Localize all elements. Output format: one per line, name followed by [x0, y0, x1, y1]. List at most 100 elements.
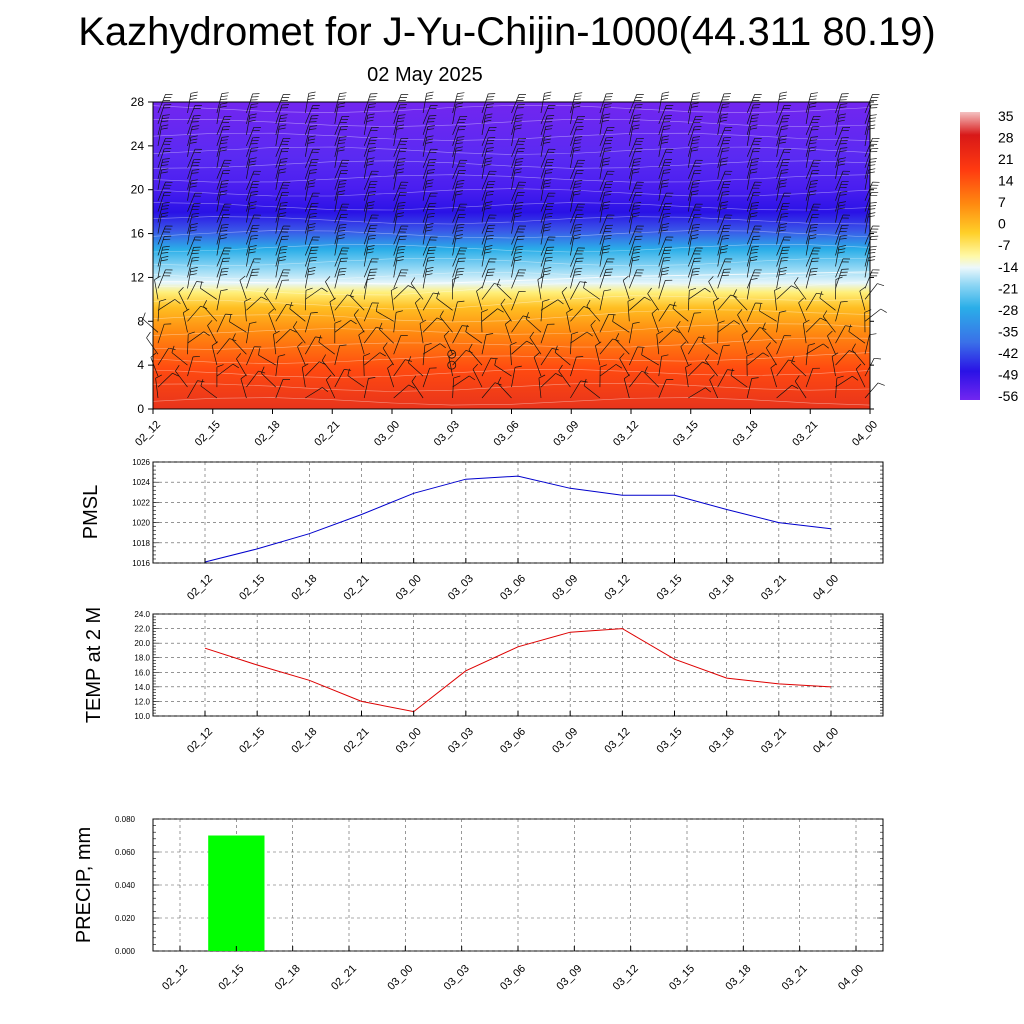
- time-tick-label: 02_18: [273, 963, 303, 993]
- wind-barb-staff: [615, 339, 630, 355]
- wind-barb-flag: [310, 312, 318, 314]
- wind-barb-staff: [525, 318, 542, 333]
- wind-barb-staff: [157, 94, 166, 114]
- wind-barb-flag: [634, 245, 642, 248]
- wind-barb-flag: [543, 185, 551, 188]
- wind-barb-flag: [868, 120, 876, 123]
- wind-barb-flag: [869, 158, 877, 160]
- wind-barb-staff: [712, 301, 719, 322]
- wind-barb-staff: [363, 269, 371, 289]
- wind-barb-staff: [481, 127, 490, 147]
- wind-barb-flag: [840, 103, 848, 105]
- wind-barb-flag: [691, 237, 699, 240]
- wind-barb-flag: [338, 139, 346, 141]
- wind-barb-flag: [455, 237, 463, 240]
- wind-barb-flag: [705, 387, 712, 393]
- wind-barb-staff: [334, 345, 340, 366]
- wind-barb-flag: [837, 251, 845, 254]
- wind-barb-flag: [880, 308, 887, 313]
- wind-barb-flag: [835, 276, 843, 280]
- wind-barb-staff: [708, 281, 719, 300]
- wind-barb-flag: [472, 363, 478, 370]
- temperature-grid: [153, 613, 883, 717]
- wind-barb-flag: [308, 91, 316, 94]
- wind-barb-flag: [310, 125, 318, 127]
- wind-barb-staff: [746, 247, 753, 267]
- wind-barb-flag: [190, 182, 198, 185]
- wind-barb-staff: [157, 115, 164, 135]
- y-tick-label: 1018: [132, 539, 150, 548]
- wind-barb-staff: [419, 323, 424, 344]
- wind-barb-flag: [692, 139, 700, 141]
- wind-barb-flag: [162, 161, 170, 163]
- wind-barb-staff: [658, 180, 663, 201]
- wind-barb-staff: [733, 295, 748, 311]
- y-tick-label: 1020: [132, 519, 150, 528]
- wind-barb-staff: [746, 104, 754, 125]
- wind-barb-flag: [778, 185, 786, 188]
- wind-barb-flag: [633, 161, 641, 163]
- wind-barb-flag: [397, 256, 405, 259]
- wind-barb-staff: [390, 290, 395, 311]
- wind-barb-flag: [691, 105, 699, 108]
- wind-barb-flag: [407, 285, 415, 289]
- wind-barb-flag: [425, 185, 433, 188]
- wind-barb-staff: [685, 367, 689, 388]
- wind-barb-staff: [393, 192, 401, 212]
- wind-barb-flag: [554, 345, 558, 353]
- time-tick-label: 03_18: [707, 726, 737, 756]
- wind-barb-flag: [162, 117, 170, 119]
- freezing-level-line: [153, 271, 871, 285]
- wind-barb-staff: [623, 378, 630, 399]
- wind-barb-flag: [250, 194, 258, 196]
- wind-barb-flag: [162, 245, 170, 248]
- wind-barb-staff: [599, 115, 604, 135]
- wind-barb-staff: [481, 104, 488, 124]
- wind-barb-staff: [275, 159, 282, 179]
- wind-barb-staff: [658, 379, 667, 399]
- wind-barb-staff: [774, 290, 777, 311]
- wind-barb-staff: [275, 280, 283, 300]
- wind-barb-flag: [453, 375, 461, 379]
- wind-barb-staff: [363, 137, 371, 157]
- wind-barb-flag: [456, 146, 463, 149]
- wind-barb-staff: [187, 356, 194, 377]
- colorbar-label: -28: [998, 302, 1018, 318]
- wind-barb-flag: [603, 106, 611, 108]
- wind-barb-flag: [662, 267, 670, 270]
- wind-barb-staff: [599, 137, 607, 157]
- wind-barb-flag: [278, 354, 286, 357]
- wind-barb-staff: [805, 225, 812, 245]
- wind-barb-flag: [868, 164, 876, 166]
- wind-barb-staff: [422, 214, 429, 234]
- wind-barb-flag: [662, 128, 670, 130]
- wind-barb-flag: [810, 267, 818, 270]
- wind-barb-flag: [398, 114, 406, 116]
- wind-barb-flag: [751, 377, 759, 379]
- wind-barb-flag: [396, 208, 404, 210]
- wind-barb-flag: [161, 124, 169, 127]
- wind-barb-staff: [410, 283, 424, 300]
- wind-barb-staff: [264, 293, 277, 311]
- wind-barb-staff: [509, 345, 512, 366]
- wind-barb-flag: [481, 309, 488, 313]
- wind-barb-flag: [838, 245, 846, 248]
- wind-barb-flag: [452, 276, 460, 280]
- wind-barb-staff: [570, 331, 588, 344]
- wind-barb-staff: [305, 361, 320, 377]
- wind-barb-staff: [334, 160, 343, 179]
- wind-barb-flag: [632, 215, 640, 218]
- wind-barb-staff: [178, 292, 188, 311]
- wind-barb-staff: [452, 214, 460, 234]
- time-tick-label: 03_03: [432, 419, 462, 449]
- wind-barb-flag: [543, 97, 551, 100]
- wind-barb-flag: [375, 304, 378, 312]
- wind-barb-staff: [363, 115, 369, 135]
- wind-barb-flag: [838, 160, 846, 163]
- wind-barb-staff: [805, 126, 813, 147]
- wind-barb-flag: [264, 288, 269, 295]
- wind-barb-staff: [776, 159, 784, 179]
- wind-barb-flag: [632, 321, 640, 324]
- wind-barb-flag: [543, 229, 551, 232]
